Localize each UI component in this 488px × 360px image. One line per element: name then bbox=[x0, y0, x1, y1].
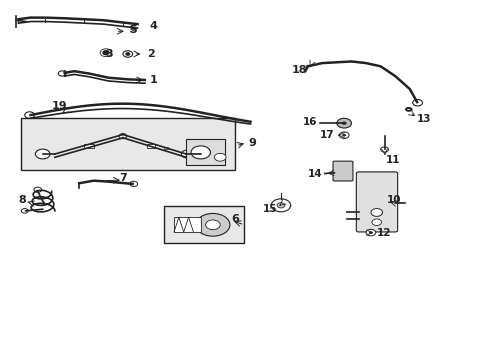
Circle shape bbox=[336, 118, 351, 128]
Text: 18: 18 bbox=[291, 65, 306, 75]
Text: 3: 3 bbox=[105, 49, 113, 59]
Text: 7: 7 bbox=[119, 172, 126, 183]
Circle shape bbox=[58, 71, 66, 76]
Text: 16: 16 bbox=[302, 117, 317, 127]
Text: 13: 13 bbox=[416, 114, 431, 124]
Text: 15: 15 bbox=[263, 203, 277, 213]
Circle shape bbox=[366, 229, 375, 236]
FancyBboxPatch shape bbox=[332, 161, 352, 181]
Circle shape bbox=[370, 208, 382, 216]
Text: 19: 19 bbox=[52, 101, 67, 111]
Circle shape bbox=[21, 208, 28, 213]
Circle shape bbox=[368, 231, 372, 234]
Circle shape bbox=[103, 51, 109, 55]
Circle shape bbox=[205, 220, 220, 230]
Bar bbox=[164, 206, 244, 243]
Circle shape bbox=[271, 199, 290, 212]
Circle shape bbox=[412, 99, 422, 106]
Text: 9: 9 bbox=[248, 138, 256, 148]
Circle shape bbox=[25, 112, 34, 118]
Circle shape bbox=[119, 134, 126, 139]
Circle shape bbox=[129, 181, 137, 186]
Circle shape bbox=[191, 146, 210, 159]
Text: 14: 14 bbox=[307, 169, 322, 179]
Text: 4: 4 bbox=[149, 21, 157, 31]
Bar bbox=[21, 118, 234, 170]
Text: 17: 17 bbox=[319, 130, 334, 140]
Circle shape bbox=[277, 203, 285, 208]
Bar bbox=[164, 147, 168, 149]
Circle shape bbox=[342, 134, 346, 136]
Circle shape bbox=[125, 53, 129, 55]
Circle shape bbox=[34, 187, 41, 192]
Text: 2: 2 bbox=[147, 49, 155, 59]
Circle shape bbox=[341, 122, 346, 125]
Circle shape bbox=[35, 149, 50, 159]
Bar bbox=[186, 139, 224, 165]
Text: 6: 6 bbox=[230, 214, 238, 224]
Text: 8: 8 bbox=[18, 195, 26, 205]
Circle shape bbox=[339, 132, 348, 139]
Text: 12: 12 bbox=[376, 228, 390, 238]
Circle shape bbox=[181, 150, 193, 158]
Text: 10: 10 bbox=[386, 195, 400, 205]
Bar bbox=[84, 144, 94, 148]
Text: 11: 11 bbox=[385, 155, 399, 165]
Text: 1: 1 bbox=[149, 75, 157, 85]
Circle shape bbox=[380, 147, 387, 152]
Text: 5: 5 bbox=[128, 25, 136, 35]
Bar bbox=[147, 144, 154, 148]
Bar bbox=[174, 217, 201, 232]
Circle shape bbox=[214, 153, 225, 161]
FancyBboxPatch shape bbox=[356, 172, 397, 232]
Circle shape bbox=[196, 213, 229, 236]
Circle shape bbox=[371, 219, 381, 225]
